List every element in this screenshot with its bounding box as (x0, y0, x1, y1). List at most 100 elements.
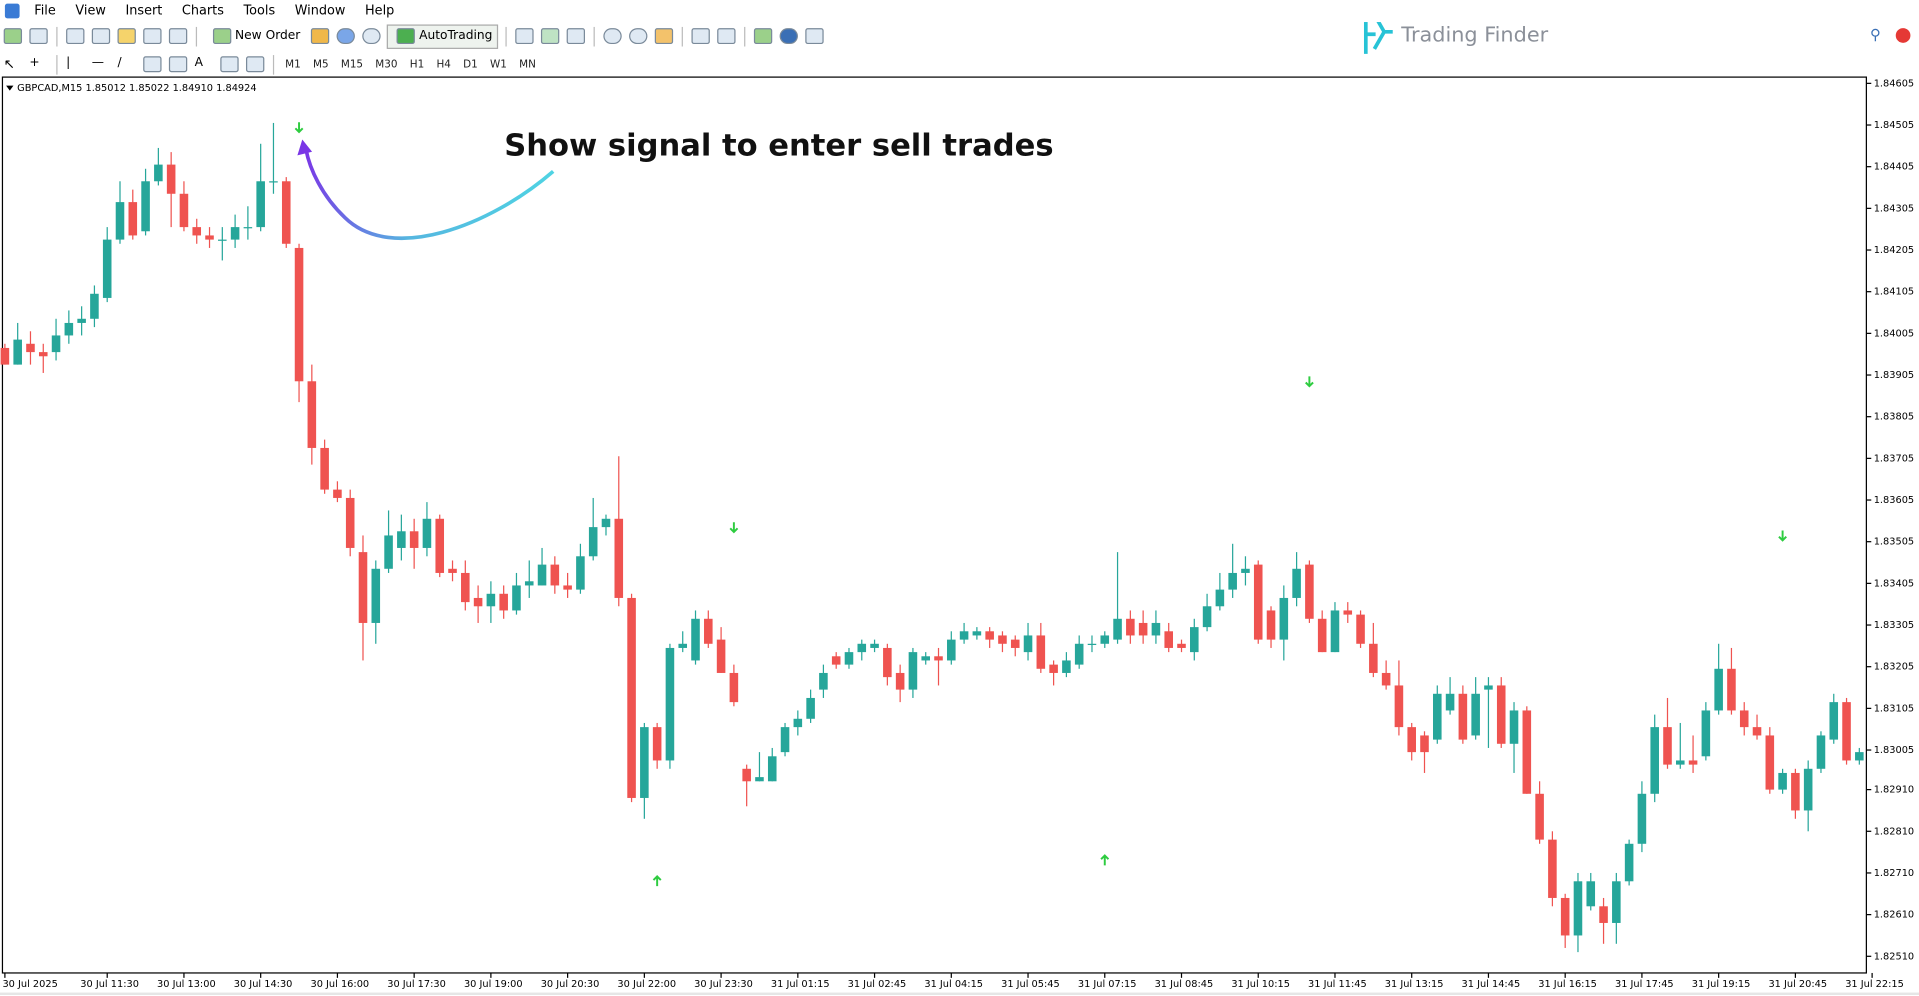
candle-body (1305, 564, 1314, 619)
shift-icon[interactable] (717, 28, 736, 45)
channel-icon[interactable] (143, 56, 162, 73)
separator (272, 54, 275, 75)
candle-body (588, 527, 598, 557)
candle-body (959, 631, 969, 640)
market-icon[interactable] (362, 28, 382, 45)
candle-body (1177, 643, 1186, 648)
candle-body (1816, 735, 1826, 769)
menu-item[interactable]: Window (294, 3, 346, 19)
candle-body (1599, 906, 1608, 923)
signals-icon[interactable] (337, 28, 356, 45)
auto-trading-icon (397, 28, 416, 45)
periods-icon[interactable] (780, 28, 799, 45)
scroll-icon[interactable] (691, 28, 711, 45)
candle-body (1637, 793, 1647, 844)
new-order-button[interactable]: New Order (204, 25, 305, 47)
bar-chart-icon[interactable] (515, 28, 535, 45)
text-icon[interactable]: A (194, 56, 203, 70)
candle-body (13, 339, 22, 365)
menu-item[interactable]: Charts (181, 3, 224, 19)
profiles-icon[interactable] (29, 28, 48, 45)
candle-body (333, 489, 342, 498)
menu-bar: File View Insert Charts Tools Window Help (0, 0, 1919, 23)
x-tick-label: 31 Jul 10:15 (1231, 979, 1290, 990)
timeframe-button[interactable]: M1 (285, 58, 301, 71)
timeframe-button[interactable]: D1 (463, 58, 478, 71)
timeframe-button[interactable]: H1 (409, 58, 425, 71)
candle-body (1548, 839, 1557, 898)
x-tick-label: 31 Jul 19:15 (1692, 979, 1751, 990)
timeframe-button[interactable]: H4 (436, 58, 451, 71)
new-order-label: New Order (234, 29, 301, 43)
candle-body (486, 593, 496, 607)
line-chart-icon[interactable] (567, 28, 586, 45)
auto-trading-button[interactable]: AutoTrading (387, 23, 499, 49)
label-icon[interactable] (220, 56, 239, 73)
fibo-icon[interactable] (168, 56, 188, 73)
timeframe-button[interactable]: W1 (490, 58, 507, 71)
y-tick-label: 1.83505 (1874, 537, 1914, 548)
search-icon[interactable]: ⚲ (1870, 26, 1881, 43)
candle-body (870, 643, 879, 648)
candle-body (1842, 702, 1851, 761)
candle-body (461, 572, 470, 603)
annotation: Show signal to enter sell trades (504, 128, 1053, 163)
timeframe-button[interactable]: M30 (375, 58, 398, 71)
chart-header: GBPCAD,M15 1.85012 1.85022 1.84910 1.849… (17, 83, 256, 94)
candle-body (1765, 735, 1775, 790)
x-tick-label: 31 Jul 01:15 (771, 979, 830, 990)
zoom-out-icon[interactable] (629, 28, 648, 45)
candle-body (77, 318, 86, 323)
crosshair-icon[interactable]: + (29, 56, 40, 70)
candle-body (256, 181, 265, 228)
menu-item[interactable]: View (75, 3, 106, 19)
separator (56, 54, 58, 75)
candle-body (1471, 693, 1480, 736)
menu-item[interactable]: Insert (125, 3, 163, 19)
candle-body (576, 556, 585, 590)
candle-chart-icon[interactable] (541, 28, 560, 45)
timeframes: M1 M5 M15 M30 H1 H4 D1 W1 MN (279, 58, 542, 70)
metaeditor-icon[interactable] (311, 28, 330, 45)
menu-item[interactable]: File (34, 3, 56, 19)
y-tick-label: 1.84105 (1874, 287, 1914, 298)
y-tick-label: 1.83305 (1874, 620, 1914, 631)
candle-body (512, 585, 521, 611)
x-tick-label: 30 Jul 20:30 (541, 979, 600, 990)
menu-item[interactable]: Help (364, 3, 395, 19)
market-watch-icon[interactable] (66, 28, 85, 45)
data-window-icon[interactable] (91, 28, 111, 45)
navigator-icon[interactable] (117, 28, 136, 45)
new-chart-icon[interactable] (3, 28, 23, 45)
annotation-arrowhead (297, 139, 313, 156)
arrows-icon[interactable] (245, 56, 265, 73)
candle-body (1522, 710, 1532, 794)
timeframe-button[interactable]: M15 (340, 58, 364, 71)
templates-icon[interactable] (805, 28, 825, 45)
candle-body (947, 639, 956, 661)
x-tick-label: 31 Jul 08:45 (1155, 979, 1214, 990)
candle-body (51, 335, 61, 353)
timeframe-button[interactable]: MN (519, 58, 536, 71)
vline-icon[interactable]: | (66, 56, 71, 70)
candle-body (1369, 643, 1378, 673)
indicators-icon[interactable] (754, 28, 773, 45)
tile-icon[interactable] (655, 28, 674, 45)
candle-body (780, 727, 790, 753)
timeframe-button[interactable]: M5 (312, 58, 329, 71)
candle-body (1714, 668, 1723, 711)
status-strip (0, 992, 1919, 995)
trendline-icon[interactable]: / (117, 56, 122, 70)
candle-body (115, 202, 125, 240)
candle-body (307, 381, 317, 448)
candle-body (1739, 710, 1749, 728)
hline-icon[interactable]: — (91, 56, 105, 70)
menu-item[interactable]: Tools (243, 3, 276, 19)
cursor-icon[interactable]: ↖ (3, 56, 15, 73)
zoom-in-icon[interactable] (603, 28, 623, 45)
terminal-icon[interactable] (143, 28, 162, 45)
notification-badge[interactable] (1895, 28, 1911, 43)
candle-body (857, 643, 867, 653)
tester-icon[interactable] (168, 28, 188, 45)
